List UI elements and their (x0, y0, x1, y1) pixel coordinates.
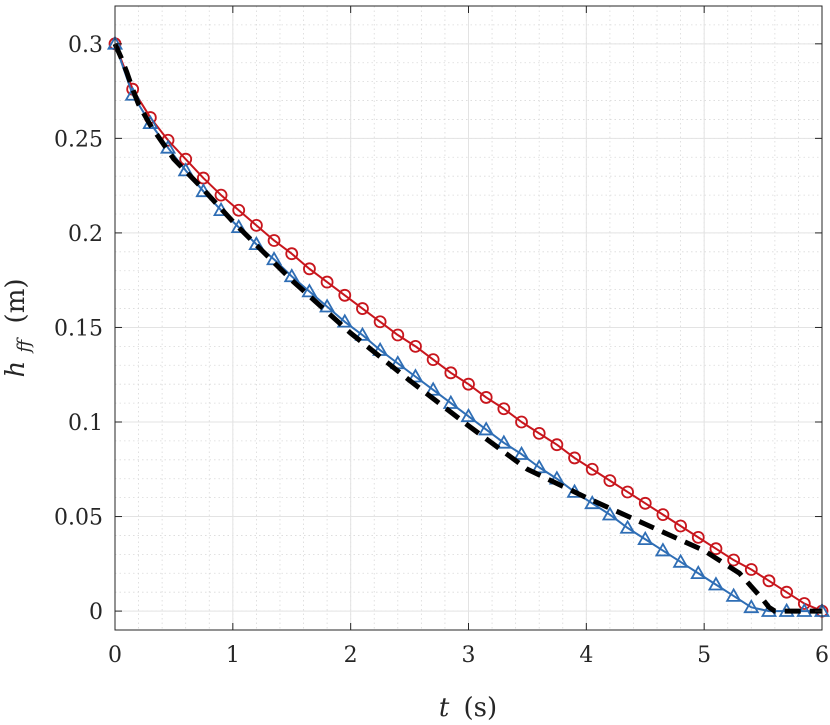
data-point-triangle (637, 530, 654, 546)
data-point-triangle (248, 235, 265, 251)
data-point-circle (249, 218, 263, 232)
y-tick-label: 0.05 (54, 506, 103, 531)
data-point-triangle (230, 218, 247, 234)
data-point-triangle (690, 564, 707, 580)
data-point-triangle (460, 408, 477, 423)
data-point-circle (320, 275, 334, 289)
data-point-triangle (619, 519, 636, 534)
data-point-circle (638, 496, 652, 510)
data-point-circle (550, 438, 564, 452)
x-axis-label: t (s) (439, 693, 497, 723)
data-point-circle (656, 508, 670, 522)
series-dashed (112, 42, 822, 614)
axes (114, 5, 823, 631)
data-point-circle (462, 377, 475, 391)
data-point-circle (744, 563, 758, 576)
y-tick-label: 0 (89, 600, 103, 625)
y-axis-var: h (1, 361, 31, 378)
data-point-circle (621, 485, 634, 499)
data-point-triangle (743, 598, 760, 614)
x-axis-unit: (s) (464, 693, 498, 723)
data-point-triangle (283, 268, 300, 283)
x-axis-var: t (439, 693, 450, 723)
major-grid (114, 6, 823, 630)
data-point-triangle (672, 553, 689, 568)
y-tick-label: 0.25 (54, 127, 103, 152)
data-point-triangle (407, 368, 424, 383)
y-tick-label: 0.1 (68, 411, 103, 436)
y-axis-label: h ff (m) (1, 279, 37, 378)
data-point-circle (214, 188, 228, 202)
data-point-circle (285, 247, 299, 261)
data-point-triangle (707, 576, 725, 591)
data-point-circle (232, 203, 246, 217)
x-tick-label: 1 (226, 643, 240, 668)
data-point-triangle (425, 381, 442, 396)
data-point-circle (568, 451, 581, 465)
data-point-triangle (478, 421, 495, 436)
data-point-triangle (442, 394, 459, 409)
data-point-circle (691, 530, 705, 544)
y-tick-label: 0.3 (68, 33, 103, 58)
series-circle (108, 37, 829, 618)
y-axis-unit: (m) (1, 279, 31, 324)
data-point-circle (780, 585, 794, 599)
y-tick-label: 0.15 (54, 316, 103, 341)
x-tick-label: 5 (697, 643, 711, 668)
data-point-circle (267, 234, 281, 247)
data-point-triangle (495, 434, 512, 449)
data-point-circle (585, 462, 599, 476)
y-tick-label: 0.2 (68, 222, 103, 247)
data-point-circle (303, 262, 316, 276)
data-point-circle (603, 474, 617, 488)
data-point-circle (391, 328, 405, 342)
x-tick-label: 2 (344, 643, 358, 668)
data-point-circle (532, 426, 546, 440)
data-point-triangle (796, 602, 813, 617)
data-point-triangle (354, 326, 371, 341)
data-point-circle (515, 415, 528, 429)
y-axis-sub: ff (14, 336, 35, 354)
data-point-triangle (725, 587, 742, 602)
data-point-circle (727, 553, 741, 567)
data-point-triangle (513, 445, 530, 460)
data-point-circle (409, 339, 422, 353)
data-point-triangle (601, 506, 618, 521)
data-point-circle (426, 353, 440, 367)
data-point-circle (373, 315, 387, 329)
data-point-circle (338, 288, 352, 302)
x-tick-label: 0 (108, 643, 122, 668)
data-point-triangle (654, 542, 671, 557)
data-point-circle (709, 542, 723, 556)
series-line-dashed (112, 42, 822, 614)
x-tick-label: 3 (462, 643, 476, 668)
data-point-circle (762, 574, 776, 588)
series-layer (106, 35, 830, 618)
tick-labels: 0 1 2 3 4 5 6 0 0.05 0.1 0.15 0.2 0.25 0.3 (54, 33, 829, 668)
data-point-circle (674, 519, 687, 533)
data-point-triangle (301, 283, 318, 298)
data-point-circle (444, 366, 458, 380)
data-point-circle (497, 402, 511, 416)
series-line-circle (114, 43, 823, 613)
x-tick-label: 6 (815, 643, 829, 668)
data-point-circle (797, 597, 811, 610)
data-point-triangle (336, 313, 353, 328)
data-point-circle (479, 391, 493, 404)
data-point-circle (356, 302, 369, 315)
data-point-triangle (177, 162, 194, 177)
x-tick-label: 4 (579, 643, 593, 668)
